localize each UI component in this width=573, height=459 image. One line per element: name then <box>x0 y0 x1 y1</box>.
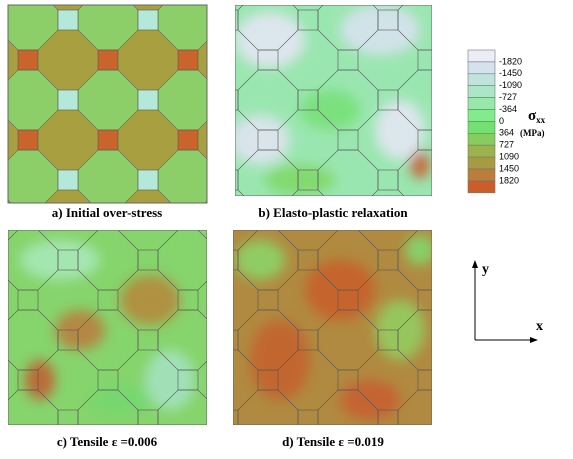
caption: d) Tensile ε =0.019 <box>282 434 384 449</box>
panel-d <box>233 230 432 425</box>
colorbar-label: 364 <box>499 128 514 138</box>
colorbar-title: σxx <box>528 108 546 125</box>
colorbar-cell <box>467 85 496 98</box>
colorbar-label: 1450 <box>499 163 519 173</box>
colorbar-cell <box>467 156 496 170</box>
colorbar-cell <box>467 121 496 134</box>
axis-label: y <box>482 262 489 277</box>
caption: c) Tensile ε =0.006 <box>57 434 158 449</box>
panel-a <box>7 4 208 204</box>
colorbar-cell <box>467 97 496 110</box>
colorbar-cell <box>467 168 496 182</box>
panel-b <box>235 5 432 196</box>
caption: b) Elasto-plastic relaxation <box>258 205 408 220</box>
caption: a) Initial over-stress <box>52 205 162 220</box>
colorbar-label: 1820 <box>499 175 519 185</box>
panel-c <box>8 230 207 425</box>
colorbar-label: 0 <box>499 116 504 126</box>
colorbar-cell <box>467 61 496 75</box>
colorbar-label: -1820 <box>499 56 522 66</box>
colorbar-label: -364 <box>499 104 517 114</box>
colorbar-label: -1090 <box>499 80 522 90</box>
colorbar-label: -1450 <box>499 68 522 78</box>
axes-icon: y x <box>472 260 543 343</box>
colorbar-cell <box>467 133 496 146</box>
colorbar-cell <box>467 49 496 63</box>
colorbar-label: 1090 <box>499 151 519 161</box>
colorbar-cell <box>467 109 496 122</box>
colorbar-cell <box>467 180 496 194</box>
axis-label: x <box>536 319 543 334</box>
colorbar-cell <box>467 144 496 158</box>
colorbar-unit: (MPa) <box>520 128 545 138</box>
colorbar-label: -727 <box>499 92 517 102</box>
colorbar-label: 727 <box>499 140 514 150</box>
colorbar-cell <box>467 73 496 87</box>
